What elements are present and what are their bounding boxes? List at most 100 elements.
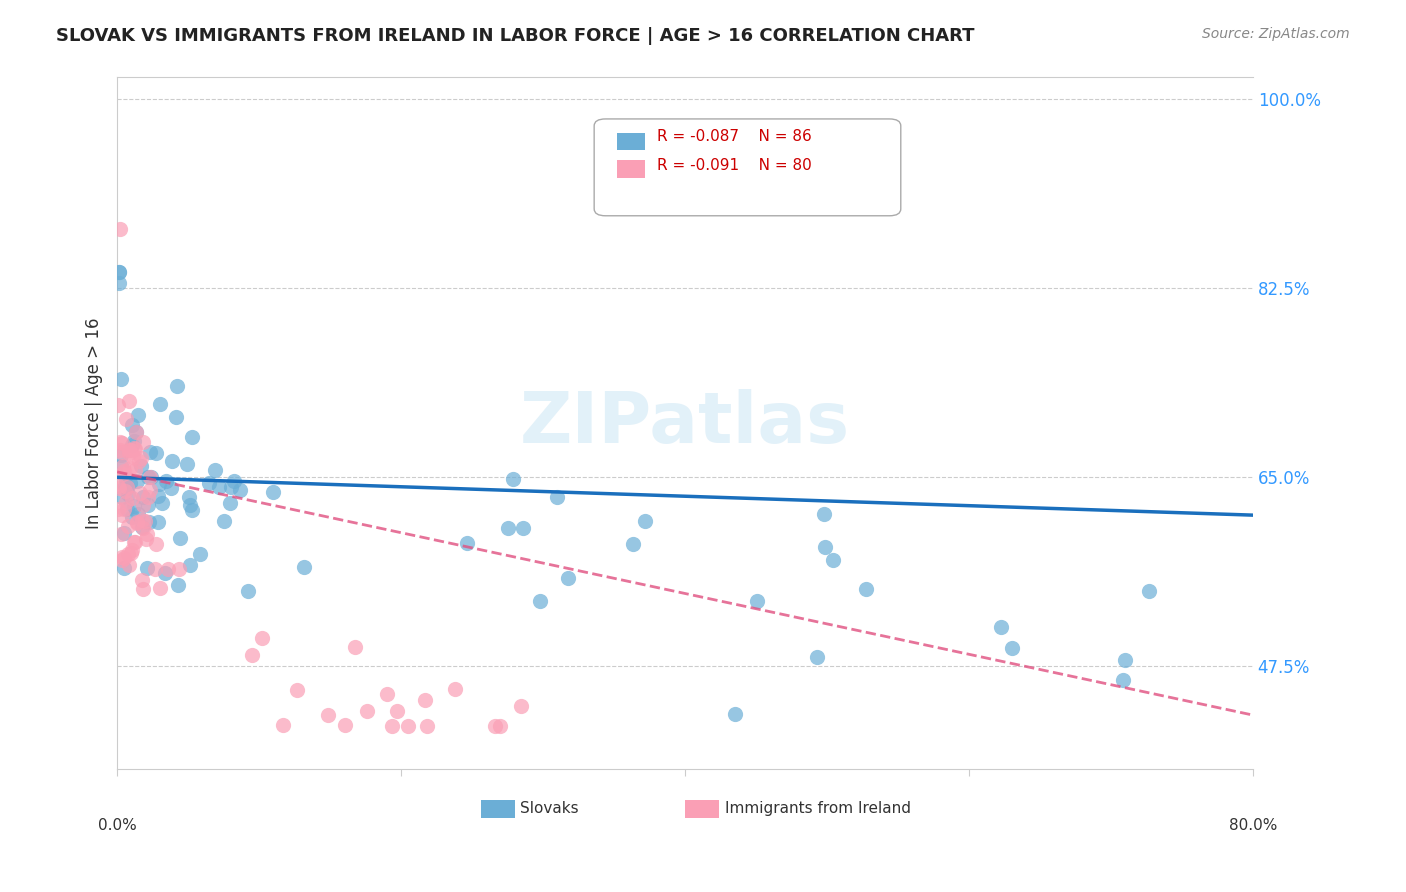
Point <box>108 265 131 279</box>
Point <box>110 372 132 386</box>
Point <box>110 448 132 462</box>
Point <box>114 470 136 484</box>
Point <box>356 704 378 718</box>
Point <box>124 442 146 456</box>
Point <box>108 435 131 450</box>
Point <box>150 496 173 510</box>
Point <box>112 464 135 478</box>
Point <box>814 540 837 554</box>
Point <box>112 525 135 540</box>
Point <box>229 483 252 497</box>
Point <box>456 536 478 550</box>
Point <box>546 491 568 505</box>
Point <box>138 490 160 504</box>
Point <box>557 571 579 585</box>
Point <box>806 650 828 665</box>
Text: 80.0%: 80.0% <box>1229 818 1277 833</box>
Point <box>146 489 169 503</box>
FancyBboxPatch shape <box>481 800 515 818</box>
Point <box>204 463 226 477</box>
Point <box>512 521 534 535</box>
Point <box>132 499 155 513</box>
Point <box>149 397 172 411</box>
Point <box>396 719 419 733</box>
Point <box>188 547 211 561</box>
Point <box>117 518 139 533</box>
Point <box>108 481 131 495</box>
Point <box>250 631 273 645</box>
Point <box>179 498 201 512</box>
Text: SLOVAK VS IMMIGRANTS FROM IRELAND IN LABOR FORCE | AGE > 16 CORRELATION CHART: SLOVAK VS IMMIGRANTS FROM IRELAND IN LAB… <box>56 27 974 45</box>
Point <box>385 704 408 718</box>
Point <box>136 470 159 484</box>
Point <box>110 459 132 474</box>
Point <box>107 478 129 492</box>
Point <box>212 514 235 528</box>
Point <box>118 446 141 460</box>
Point <box>108 443 131 458</box>
Point <box>127 507 149 521</box>
Point <box>381 719 404 733</box>
Point <box>180 430 202 444</box>
Point <box>110 526 132 541</box>
Point <box>634 514 657 528</box>
Point <box>107 265 129 279</box>
Point <box>219 480 242 494</box>
Point <box>131 513 153 527</box>
Point <box>145 445 167 459</box>
Point <box>139 469 162 483</box>
Point <box>128 454 150 468</box>
Point <box>510 699 533 714</box>
Point <box>112 501 135 516</box>
Point <box>177 490 200 504</box>
FancyBboxPatch shape <box>617 133 645 150</box>
Point <box>149 582 172 596</box>
Point <box>498 520 520 534</box>
Point <box>621 537 644 551</box>
Point <box>139 445 162 459</box>
Point <box>139 469 162 483</box>
Point <box>111 553 134 567</box>
Point <box>344 640 367 654</box>
Point <box>125 425 148 440</box>
Point <box>160 454 183 468</box>
Point <box>136 498 159 512</box>
Point <box>138 483 160 497</box>
Point <box>111 435 134 450</box>
Point <box>121 491 143 505</box>
FancyBboxPatch shape <box>617 161 645 178</box>
Point <box>285 683 308 698</box>
Point <box>115 480 138 494</box>
Point <box>502 471 524 485</box>
Point <box>145 536 167 550</box>
Point <box>747 594 769 608</box>
Point <box>181 503 204 517</box>
Point <box>219 496 242 510</box>
Point <box>131 459 153 474</box>
Point <box>111 467 134 482</box>
Point <box>484 719 506 733</box>
Point <box>120 443 142 458</box>
Y-axis label: In Labor Force | Age > 16: In Labor Force | Age > 16 <box>86 318 103 529</box>
Point <box>127 408 149 422</box>
Point <box>122 534 145 549</box>
Point <box>169 531 191 545</box>
Text: Immigrants from Ireland: Immigrants from Ireland <box>724 801 911 816</box>
Point <box>107 398 129 412</box>
Point <box>111 508 134 523</box>
Point <box>120 546 142 560</box>
Point <box>167 562 190 576</box>
Point <box>112 561 135 575</box>
Point <box>122 499 145 513</box>
Point <box>148 476 170 491</box>
Point <box>117 547 139 561</box>
Point <box>416 719 439 733</box>
Point <box>110 444 132 458</box>
Point <box>108 221 131 235</box>
Point <box>114 479 136 493</box>
Point <box>118 442 141 457</box>
Point <box>114 483 136 498</box>
Point <box>488 719 510 733</box>
Point <box>821 553 844 567</box>
Point <box>159 481 181 495</box>
